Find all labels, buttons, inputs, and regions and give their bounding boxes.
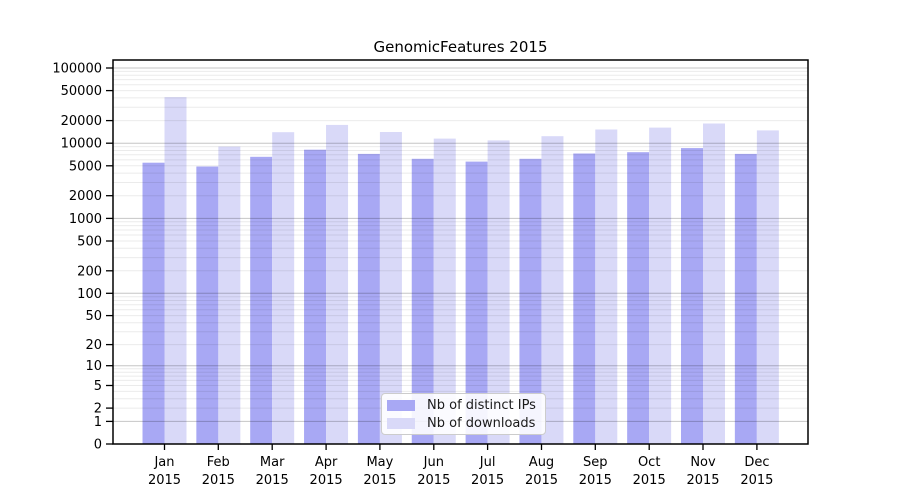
legend-swatch-distinct-ips [387,399,415,411]
x-tick-label-year: 2015 [202,473,235,488]
bar-downloads-jun [433,138,456,444]
y-tick-label: 200 [77,264,102,279]
y-tick-label: 20000 [61,114,102,129]
x-tick-label-year: 2015 [740,473,773,488]
bar-downloads-apr [326,124,349,445]
y-tick-label: 500 [77,235,102,250]
y-tick-label: 50000 [61,84,102,99]
x-tick-label-year: 2015 [579,473,612,488]
x-tick-label-month: Feb [207,455,230,470]
y-tick-label: 10000 [61,137,102,152]
y-tick-label: 2 [94,402,102,417]
x-tick-label-month: Jun [423,455,444,470]
x-tick-label-year: 2015 [310,473,343,488]
bar-downloads-feb [218,146,241,444]
y-tick-label: 1 [94,415,102,430]
bar-distinct-ips-may [357,153,380,444]
y-tick-label: 5 [94,379,102,394]
y-tick-label: 1000 [69,212,102,227]
x-tick-label-year: 2015 [148,473,181,488]
gridlines [113,67,808,422]
bar-distinct-ips-nov [681,148,703,444]
x-tick-label-month: Oct [638,455,660,470]
x-tick-label-year: 2015 [363,473,396,488]
x-tick-label-month: Jul [479,455,496,470]
legend-label-distinct-ips: Nb of distinct IPs [427,397,536,413]
bar-downloads-dec [756,130,779,444]
plot-frame [112,59,809,445]
bar-downloads-jul [487,140,510,444]
x-tick-label-year: 2015 [417,473,450,488]
y-tick-label: 50 [85,309,102,324]
y-tick-label: 20 [85,338,102,353]
bar-distinct-ips-dec [734,153,757,444]
x-tick-label-year: 2015 [256,473,289,488]
x-tick-label-month: Aug [529,455,554,470]
x-tick-label-month: Jan [153,455,174,470]
x-tick-label-year: 2015 [686,473,719,488]
legend-swatch-downloads [387,417,415,429]
x-tick-label-month: Apr [315,455,338,470]
y-tick-label: 2000 [69,189,102,204]
bar-distinct-ips-jul [465,161,488,444]
y-tick-label: 0 [94,438,102,453]
bar-downloads-aug [541,136,564,444]
x-tick-label-month: Nov [690,455,716,470]
y-tick-label: 100 [77,287,102,302]
x-tick-label-year: 2015 [471,473,504,488]
bar-downloads-sep [595,129,618,444]
legend-item-distinct-ips: Nb of distinct IPs [387,398,537,413]
x-tick-label-month: Dec [744,455,769,470]
bar-downloads-nov [703,123,725,444]
bar-downloads-mar [272,132,295,444]
legend: Nb of distinct IPs Nb of downloads [381,393,546,435]
y-tick-label: 5000 [69,159,102,174]
chart-title: GenomicFeatures 2015 [373,38,548,56]
legend-item-downloads: Nb of downloads [387,416,537,431]
bar-distinct-ips-jan [142,162,165,444]
x-tick-label-month: May [366,455,393,470]
bar-distinct-ips-sep [573,153,596,444]
legend-label-downloads: Nb of downloads [427,415,536,431]
x-tick-label-year: 2015 [525,473,558,488]
x-tick-label-month: Mar [260,455,285,470]
y-tick-label: 10 [85,359,102,374]
bar-downloads-oct [649,127,672,444]
y-tick-label: 100000 [52,62,102,77]
x-tick-label-month: Sep [583,455,608,470]
x-tick-label-year: 2015 [633,473,666,488]
